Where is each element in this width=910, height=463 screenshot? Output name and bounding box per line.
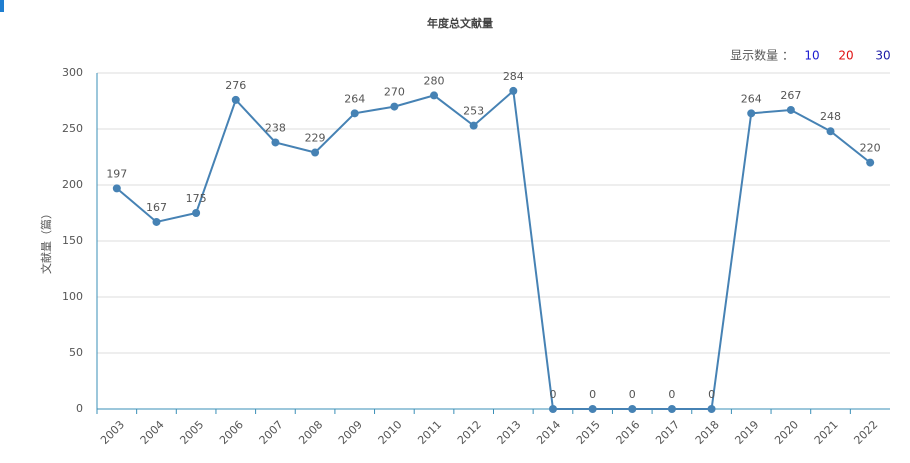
x-tick-label: 2010 <box>376 418 405 447</box>
data-label: 248 <box>820 110 841 123</box>
x-tick-label: 2004 <box>138 418 167 447</box>
data-label: 238 <box>265 121 286 134</box>
x-tick-label: 2018 <box>693 418 722 447</box>
point <box>469 121 478 130</box>
data-label: 167 <box>146 201 167 214</box>
data-label: 264 <box>344 92 365 105</box>
corner-mark <box>0 0 4 12</box>
point <box>112 184 121 193</box>
x-tick-label: 2022 <box>851 418 880 447</box>
point <box>231 95 240 104</box>
data-label: 0 <box>629 388 636 401</box>
y-axis-label: 文献量（篇） <box>39 208 53 274</box>
point <box>786 105 795 114</box>
data-label: 276 <box>225 79 246 92</box>
data-label: 0 <box>668 388 675 401</box>
data-label: 284 <box>503 70 524 83</box>
display-option[interactable]: 10 <box>804 49 819 63</box>
x-tick-label: 2012 <box>455 418 484 447</box>
x-tick-label: 2020 <box>772 418 801 447</box>
point <box>548 405 557 413</box>
x-tick-label: 2009 <box>336 418 365 447</box>
point <box>667 405 676 413</box>
line <box>116 88 871 410</box>
y-tick-label: 0 <box>76 402 83 415</box>
x-tick-label: 2019 <box>732 418 761 447</box>
data-label: 270 <box>384 86 405 99</box>
y-tick-label: 50 <box>69 346 83 359</box>
point <box>826 127 835 136</box>
point <box>430 91 439 100</box>
x-tick-label: 2017 <box>653 418 682 447</box>
y-tick-label: 300 <box>62 66 83 79</box>
point <box>707 405 716 413</box>
data-label: 0 <box>589 388 596 401</box>
display-option[interactable]: 20 <box>838 49 853 63</box>
data-label: 0 <box>549 388 556 401</box>
point <box>192 209 201 217</box>
x-tick-label: 2014 <box>534 418 563 447</box>
data-label: 197 <box>106 167 127 180</box>
x-tick-label: 2016 <box>614 418 643 447</box>
data-label: 253 <box>463 105 484 118</box>
data-label: 229 <box>305 132 326 145</box>
point <box>588 405 597 413</box>
x-tick-label: 2005 <box>177 418 206 447</box>
point <box>747 109 756 118</box>
y-tick-label: 250 <box>62 122 83 135</box>
point <box>271 138 280 147</box>
display-option[interactable]: 30 <box>875 49 890 63</box>
data-label: 175 <box>186 192 207 205</box>
point <box>628 405 637 413</box>
point <box>350 109 359 118</box>
y-tick-label: 200 <box>62 178 83 191</box>
x-tick-label: 2007 <box>257 418 286 447</box>
x-tick-label: 2021 <box>812 418 841 447</box>
point <box>866 158 875 167</box>
x-tick-label: 2015 <box>574 418 603 447</box>
x-tick-label: 2003 <box>98 418 127 447</box>
y-tick-label: 150 <box>62 234 83 247</box>
point <box>509 86 518 95</box>
x-tick-label: 2013 <box>495 418 524 447</box>
point <box>311 148 320 157</box>
data-label: 280 <box>424 74 445 87</box>
display-count-label: 显示数量 ： <box>730 48 794 63</box>
y-tick-label: 100 <box>62 290 83 303</box>
data-label: 0 <box>708 388 715 401</box>
point <box>390 102 399 111</box>
x-tick-label: 2008 <box>296 418 325 447</box>
data-label: 264 <box>741 92 762 105</box>
data-label: 267 <box>780 89 801 102</box>
x-tick-label: 2011 <box>415 418 444 447</box>
x-tick-label: 2006 <box>217 418 246 447</box>
chart-title: 年度总文献量 <box>427 16 493 30</box>
point <box>152 217 161 226</box>
data-label: 220 <box>860 142 881 155</box>
